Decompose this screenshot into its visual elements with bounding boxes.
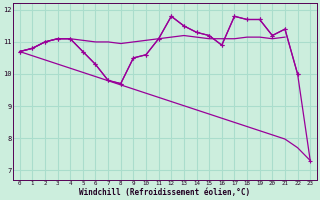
X-axis label: Windchill (Refroidissement éolien,°C): Windchill (Refroidissement éolien,°C) <box>79 188 251 197</box>
